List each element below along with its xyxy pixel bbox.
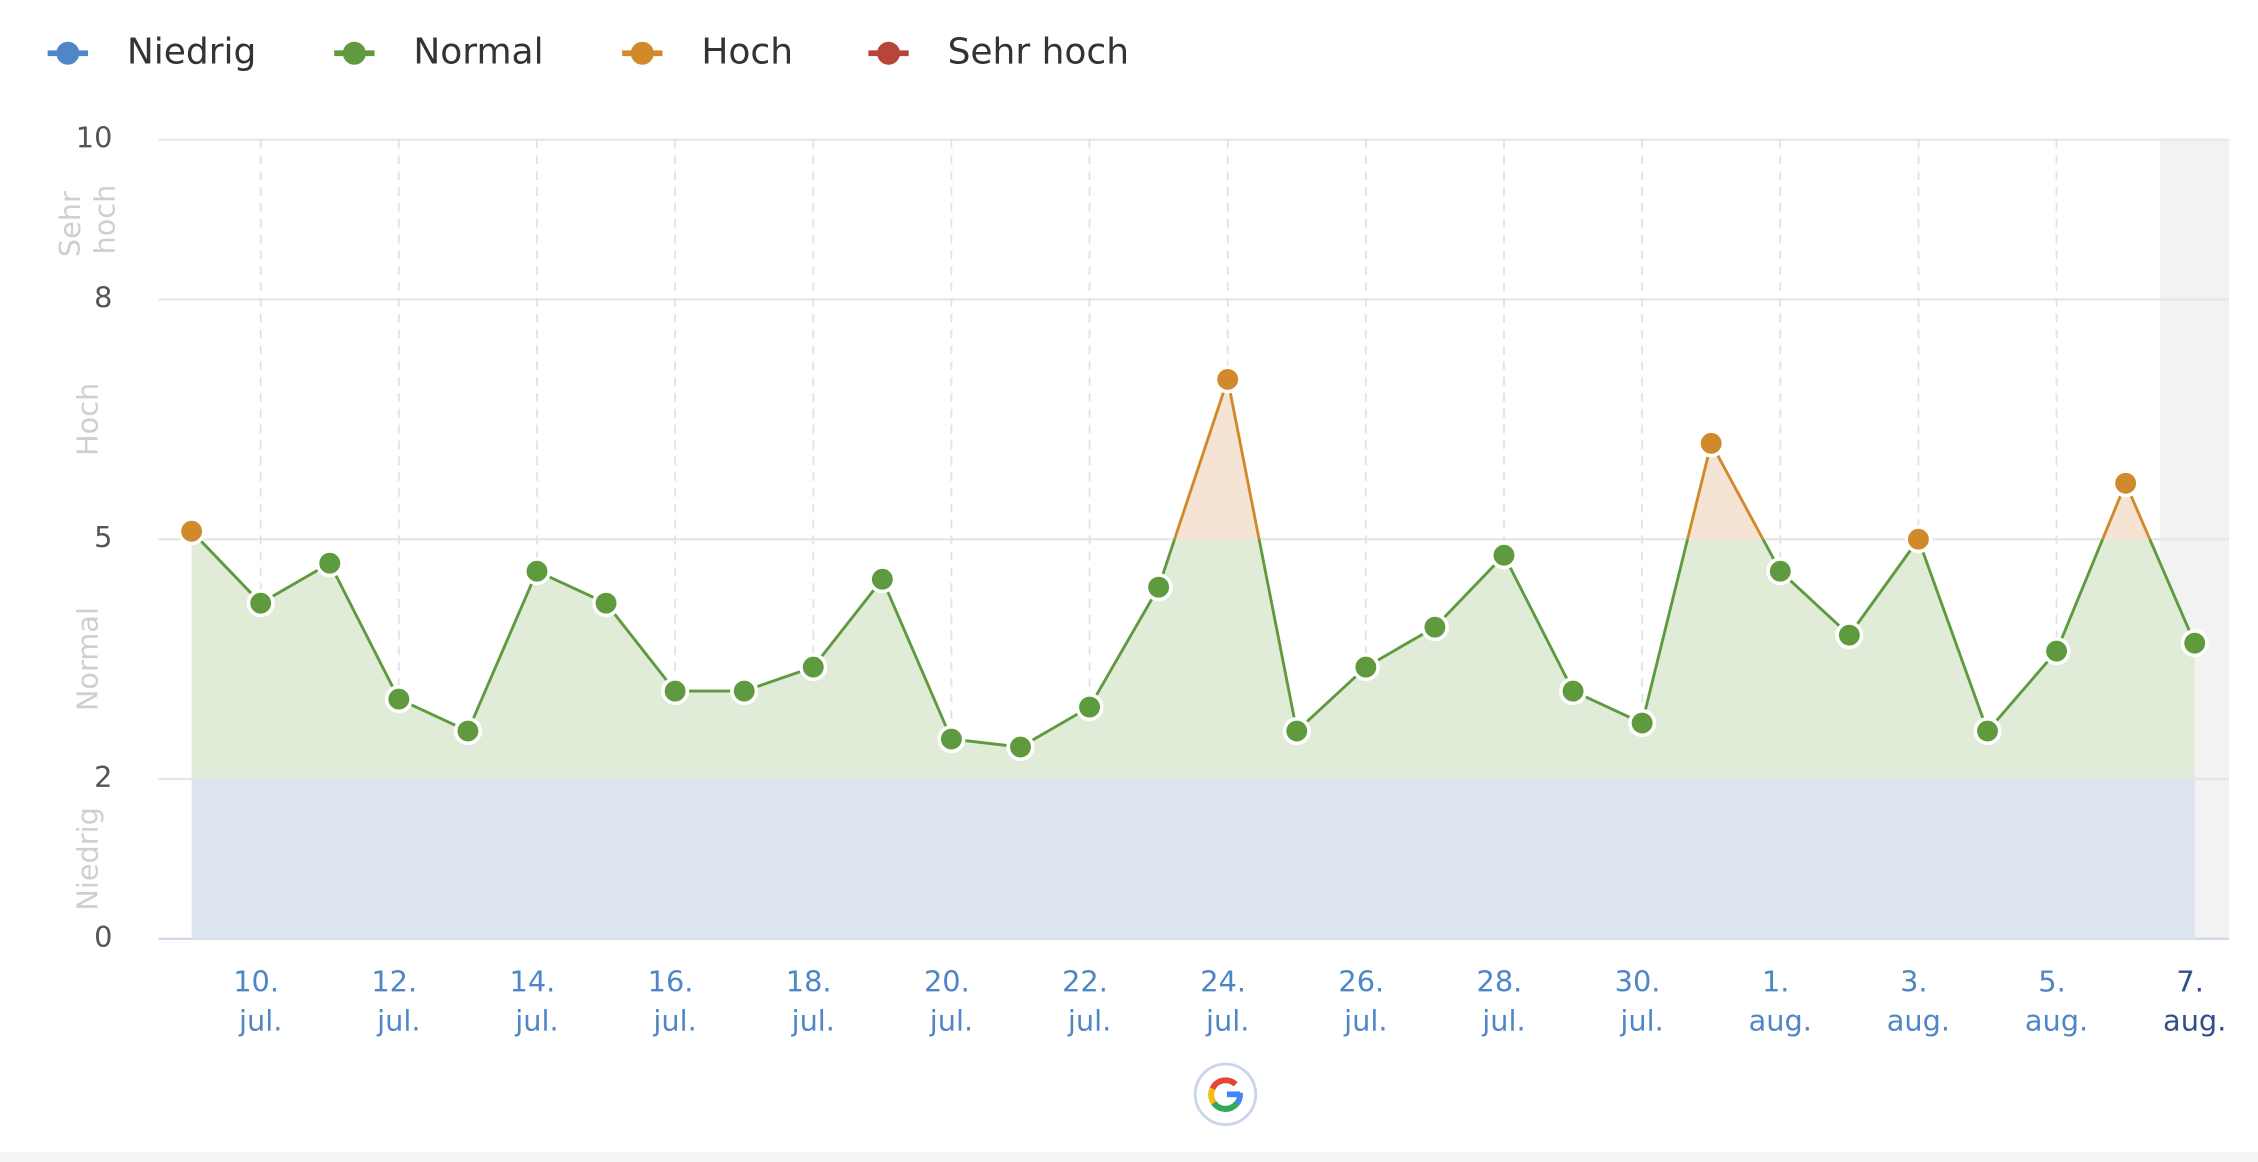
google-icon — [1193, 1062, 1258, 1127]
legend-label[interactable]: Sehr hoch — [948, 31, 1129, 72]
point — [315, 549, 344, 578]
point — [1766, 557, 1795, 586]
legend-label[interactable]: Niedrig — [127, 31, 257, 72]
x-tick-label: 7. aug. — [2163, 964, 2226, 1037]
band-label: Hoch — [70, 383, 104, 456]
point — [522, 557, 552, 586]
point — [1489, 541, 1519, 570]
point — [1559, 677, 1588, 706]
point — [592, 589, 621, 618]
legend-marker — [56, 41, 80, 65]
point — [799, 653, 828, 682]
x-tick-label: 10. jul. — [233, 964, 288, 1037]
x-tick-label: 28. jul. — [1477, 964, 1532, 1037]
point — [1282, 716, 1311, 746]
x-tick-label: 12. jul. — [371, 964, 426, 1037]
point — [1351, 653, 1380, 682]
point — [1075, 693, 1104, 722]
point — [177, 517, 206, 546]
y-tick-label: 2 — [94, 760, 112, 794]
point — [1973, 716, 2002, 746]
point — [1006, 732, 1035, 762]
legend-label[interactable]: Normal — [413, 31, 543, 72]
x-tick-label: 3. aug. — [1887, 964, 1950, 1037]
point — [453, 716, 482, 746]
point — [937, 724, 966, 754]
line — [190, 373, 2152, 540]
band-label: Niedrig — [70, 807, 104, 911]
point — [1213, 365, 1242, 394]
y-tick-label: 5 — [94, 520, 112, 554]
x-tick-label: 26. jul. — [1338, 964, 1393, 1037]
legend-marker — [630, 41, 654, 65]
x-tick-label: 22. jul. — [1062, 964, 1117, 1037]
legend-marker — [877, 41, 901, 65]
legend-label[interactable]: Hoch — [701, 31, 793, 72]
point — [1904, 525, 1933, 554]
point — [1628, 709, 1657, 738]
x-tick-label: 16. jul. — [648, 964, 703, 1037]
point — [730, 677, 759, 706]
point — [246, 589, 275, 618]
area — [191, 778, 2195, 939]
point — [2111, 469, 2140, 498]
point — [2180, 629, 2209, 658]
legend-marker — [342, 41, 366, 65]
point — [1420, 613, 1449, 642]
point — [1835, 621, 1864, 650]
x-tick-label: 18. jul. — [786, 964, 841, 1037]
band-label: Sehr hoch — [53, 182, 122, 257]
x-tick-label: 1. aug. — [1749, 964, 1812, 1037]
y-tick-label: 8 — [94, 280, 112, 314]
y-tick-label: 0 — [94, 920, 112, 954]
point — [2042, 637, 2071, 666]
point — [868, 565, 897, 594]
band-label: Normal — [70, 607, 104, 711]
area — [191, 539, 2195, 779]
x-tick-label: 14. jul. — [510, 964, 565, 1037]
point — [661, 677, 690, 706]
point — [1144, 573, 1173, 602]
y-tick-label: 10 — [76, 121, 113, 155]
line — [197, 539, 2197, 749]
x-tick-label: 20. jul. — [924, 964, 979, 1037]
x-tick-label: 30. jul. — [1615, 964, 1670, 1037]
x-tick-label: 5. aug. — [2025, 964, 2088, 1037]
x-tick-label: 24. jul. — [1200, 964, 1255, 1037]
point — [384, 685, 413, 714]
plot: 0 2 5 8 10 Niedrig Normal Hoch Sehr hoch 10. jul.… — [47, 31, 2230, 1037]
footer-strip — [0, 1151, 2258, 1162]
point — [1697, 429, 1726, 458]
